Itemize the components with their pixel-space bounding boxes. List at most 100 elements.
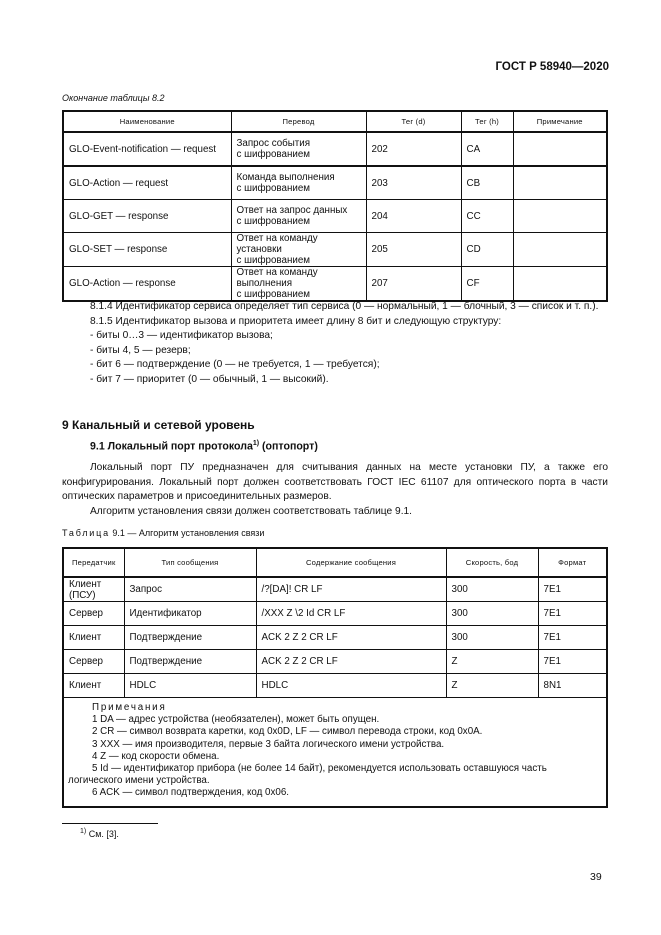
- table-cell: Клиент: [62, 625, 125, 650]
- table-cell: Ответ на команду установки с шифрованием: [230, 232, 367, 267]
- table-cell: Ответ на запрос данных с шифрованием: [230, 199, 367, 233]
- footnote: 1) См. [3].: [80, 828, 119, 839]
- table-cell: 300: [445, 601, 539, 626]
- section-9-heading: 9 Канальный и сетевой уровень: [62, 418, 255, 432]
- table-cell: GLO-Action — request: [62, 165, 232, 200]
- cell-text: CF: [466, 278, 480, 289]
- table-cell: ACK 2 Z 2 CR LF: [255, 649, 447, 674]
- table-cell: 204: [365, 199, 462, 233]
- paragraph: 8.1.5 Идентификатор вызова и приоритета …: [90, 315, 502, 327]
- cell-text: CB: [466, 177, 481, 189]
- table-row: GLO-Event-notification — request Запрос с…: [62, 131, 608, 167]
- column-header: Тег (h): [460, 110, 514, 133]
- table-cell: Сервер: [62, 649, 125, 674]
- note: 6 ACK — символ подтверждения, код 0x06.: [92, 787, 290, 799]
- cell-text: GLO-Action — request: [69, 177, 169, 189]
- table-8-2-caption: Окончание таблицы 8.2: [62, 93, 165, 103]
- heading-suffix: (оптопорт): [259, 440, 318, 453]
- table-cell: Запрос события с шифрованием: [230, 131, 367, 167]
- table-cell: Команда выполнения с шифрованием: [230, 165, 367, 200]
- document-header: ГОСТ Р 58940—2020: [495, 61, 609, 73]
- table-cell: 300: [445, 625, 539, 650]
- cell-text: CD: [466, 244, 481, 255]
- column-header: Передатчик: [62, 547, 125, 578]
- column-header: Примечание: [512, 110, 608, 133]
- table-cell: 7E1: [537, 649, 608, 674]
- table-row: Сервер Подтверждение ACK 2 Z 2 CR LF Z 7E1: [62, 649, 608, 674]
- table-cell: Клиент: [62, 673, 125, 698]
- table-cell: GLO-Action — response: [62, 266, 232, 302]
- page-number: 39: [590, 871, 602, 883]
- table-cell: 205: [365, 232, 462, 267]
- column-header: Перевод: [230, 110, 367, 133]
- table-cell: 207: [365, 266, 462, 302]
- column-header: Тег (d): [365, 110, 462, 133]
- cell-text: GLO-Event-notification — request: [69, 143, 217, 155]
- table-cell: [512, 131, 608, 167]
- cell-text: с шифрованием: [236, 255, 311, 266]
- cell-text: 202: [371, 143, 388, 155]
- table-cell: Клиент (ПСУ): [62, 576, 125, 602]
- table-cell: Идентификатор: [123, 601, 257, 626]
- table-cell: GLO-Event-notification — request: [62, 131, 232, 167]
- section-9-1-body: Локальный порт ПУ предназначен для считы…: [62, 461, 608, 519]
- paragraph: 8.1.4 Идентификатор сервиса определяет т…: [90, 301, 599, 312]
- note: 5 Id — идентификатор прибора (не более 1…: [68, 763, 547, 787]
- table-cell: Сервер: [62, 601, 125, 626]
- heading-text: 9.1 Локальный порт протокола: [90, 440, 253, 453]
- cell-text: GLO-GET — response: [69, 210, 169, 222]
- cell-text: 204: [371, 210, 388, 222]
- table-9-1: Передатчик Тип сообщения Содержание сооб…: [62, 547, 608, 808]
- list-item: - бит 6 — подтверждение (0 — не требуетс…: [90, 359, 380, 371]
- list-item: - биты 4, 5 — резерв;: [90, 344, 191, 356]
- table-cell: 7E1: [537, 625, 608, 650]
- list-item: - биты 0…3 — идентификатор вызова;: [90, 330, 273, 342]
- section-8-paragraphs: 8.1.4 Идентификатор сервиса определяет т…: [62, 300, 608, 388]
- cell-text: GLO-Action — response: [69, 278, 176, 289]
- notes-title: Примечания: [92, 702, 167, 713]
- table-cell: 202: [365, 131, 462, 167]
- table-header-row: Передатчик Тип сообщения Содержание сооб…: [62, 547, 608, 578]
- paragraph: Локальный порт ПУ предназначен для считы…: [62, 462, 608, 503]
- column-header: Скорость, бод: [445, 547, 539, 578]
- list-item: - бит 7 — приоритет (0 — обычный, 1 — вы…: [90, 373, 329, 385]
- column-header: Наименование: [62, 110, 232, 133]
- table-cell: HDLC: [123, 673, 257, 698]
- table-cell: Z: [445, 649, 539, 674]
- note: 1 DA — адрес устройства (необязателен), …: [92, 714, 380, 726]
- table-cell: Подтверждение: [123, 649, 257, 674]
- table-cell: /?[DA]! CR LF: [255, 576, 447, 602]
- table-cell: CD: [460, 232, 514, 267]
- table-cell: 203: [365, 165, 462, 200]
- cell-text: Команда выполнения: [236, 172, 335, 183]
- table-cell: CB: [460, 165, 514, 200]
- table-cell: Подтверждение: [123, 625, 257, 650]
- caption-text: 9.1 — Алгоритм установления связи: [109, 528, 265, 538]
- table-notes: Примечания 1 DA — адрес устройства (необ…: [62, 696, 608, 808]
- cell-text: 207: [371, 278, 388, 289]
- cell-text: CC: [466, 210, 481, 222]
- table-row: Клиент HDLC HDLC Z 8N1: [62, 673, 608, 698]
- cell-text: с шифрованием: [236, 289, 311, 300]
- footnote-divider: [62, 823, 158, 824]
- table-8-2: Наименование Перевод Тег (d) Тег (h) При…: [62, 110, 608, 302]
- table-row: GLO-SET — response Ответ на команду устан…: [62, 232, 608, 267]
- footnote-mark: 1): [252, 440, 260, 447]
- paragraph: Алгоритм установления связи должен соотв…: [90, 505, 413, 517]
- table-9-1-caption: Таблица 9.1 — Алгоритм установления связ…: [62, 528, 264, 538]
- table-row: Клиент Подтверждение ACK 2 Z 2 CR LF 300 7E1: [62, 625, 608, 650]
- table-cell: ACK 2 Z 2 CR LF: [255, 625, 447, 650]
- note: 4 Z — код скорости обмена.: [92, 750, 220, 762]
- table-cell: HDLC: [255, 673, 447, 698]
- cell-text: Запрос события: [236, 138, 311, 149]
- table-cell: Z: [445, 673, 539, 698]
- table-cell: [512, 165, 608, 200]
- column-header: Формат: [537, 547, 608, 578]
- table-row: Клиент (ПСУ) Запрос/?[DA]! CR LF 300 7E1: [62, 576, 608, 602]
- table-cell: GLO-GET — response: [62, 199, 232, 233]
- table-cell: [512, 266, 608, 302]
- table-cell: /XXX Z \2 Id CR LF: [255, 601, 447, 626]
- cell-text: 203: [371, 177, 388, 189]
- table-row: GLO-Action — response Ответ на команду вы…: [62, 266, 608, 302]
- cell-text: Ответ на запрос данных: [236, 205, 348, 216]
